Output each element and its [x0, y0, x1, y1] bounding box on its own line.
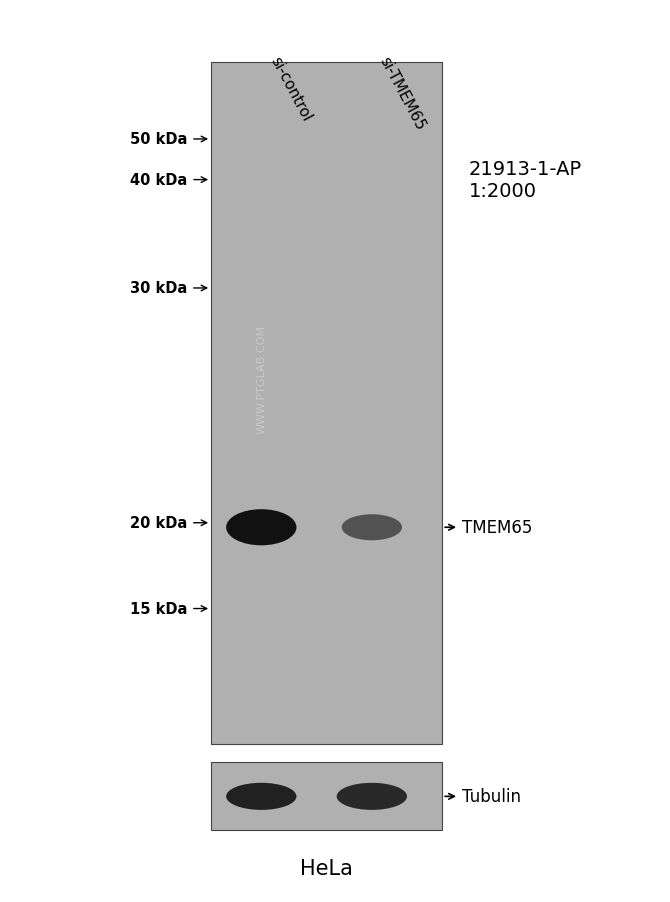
Text: 50 kDa: 50 kDa [130, 133, 188, 147]
Ellipse shape [342, 515, 402, 540]
Text: 15 kDa: 15 kDa [130, 602, 188, 616]
Text: 30 kDa: 30 kDa [131, 281, 188, 296]
Text: 20 kDa: 20 kDa [131, 516, 188, 530]
Ellipse shape [337, 783, 407, 810]
Text: 40 kDa: 40 kDa [131, 173, 188, 188]
Text: 21913-1-AP
1:2000: 21913-1-AP 1:2000 [469, 160, 582, 201]
Ellipse shape [226, 510, 297, 546]
Bar [211, 762, 442, 830]
Text: si-TMEM65: si-TMEM65 [377, 54, 428, 133]
Text: WWW.PTGLAB.COM: WWW.PTGLAB.COM [257, 325, 266, 433]
Text: TMEM65: TMEM65 [462, 519, 533, 537]
Bar [211, 63, 442, 744]
Text: Tubulin: Tubulin [462, 787, 521, 805]
Text: HeLa: HeLa [300, 858, 352, 878]
Ellipse shape [226, 783, 297, 810]
Text: si-control: si-control [268, 54, 314, 124]
